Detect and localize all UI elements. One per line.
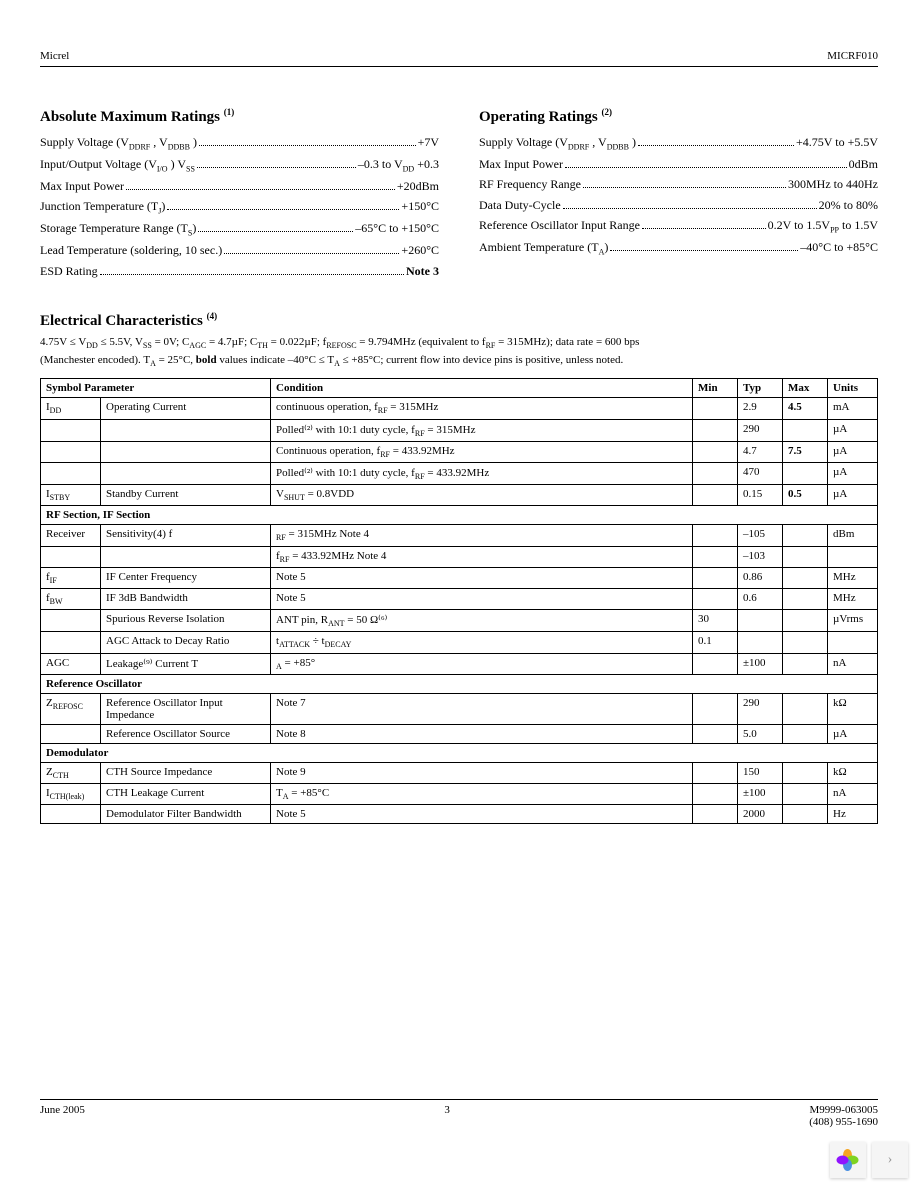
page-footer: June 2005 3 M9999-063005 (408) 955-1690 (40, 1099, 878, 1128)
chevron-right-icon: › (888, 1152, 893, 1168)
abs-max-column: Absolute Maximum Ratings (1) Supply Volt… (40, 107, 439, 281)
table-row: ZCTHCTH Source ImpedanceNote 9150kΩ (41, 762, 878, 783)
table-row: ICTH(leak)CTH Leakage CurrentTA = +85°C±… (41, 783, 878, 804)
footer-page: 3 (444, 1104, 450, 1128)
rating-row: Reference Oscillator Input Range0.2V to … (479, 215, 878, 237)
table-row: fIFIF Center FrequencyNote 50.86MHz (41, 567, 878, 588)
elec-title-text: Electrical Characteristics (40, 313, 203, 329)
rating-row: Ambient Temperature (TA)–40°C to +85°C (479, 237, 878, 259)
table-row: Demodulator Filter BandwidthNote 52000Hz (41, 805, 878, 824)
ratings-columns: Absolute Maximum Ratings (1) Supply Volt… (40, 107, 878, 281)
op-ratings-title-text: Operating Ratings (479, 109, 598, 125)
table-row: Reference Oscillator SourceNote 85.0µA (41, 724, 878, 743)
col-symbol-param: Symbol Parameter (41, 379, 271, 398)
rating-row: Max Input Power0dBm (479, 154, 878, 174)
datasheet-page: Micrel MICRF010 Absolute Maximum Ratings… (0, 0, 918, 1188)
table-row: ZREFOSCReference Oscillator Input Impeda… (41, 693, 878, 724)
abs-max-title: Absolute Maximum Ratings (1) (40, 107, 439, 126)
rating-row: Max Input Power+20dBm (40, 176, 439, 196)
op-ratings-list: Supply Voltage (VDDRF , VDDBB )+4.75V to… (479, 132, 878, 259)
table-row: Polled⁽²⁾ with 10:1 duty cycle, fRF = 43… (41, 463, 878, 485)
elec-note: (4) (207, 311, 218, 321)
op-ratings-title: Operating Ratings (2) (479, 107, 878, 126)
col-min: Min (693, 379, 738, 398)
table-row: ISTBYStandby CurrentVSHUT = 0.8VDD0.150.… (41, 485, 878, 506)
logo-icon (837, 1149, 859, 1171)
col-max: Max (783, 379, 828, 398)
rating-row: RF Frequency Range300MHz to 440Hz (479, 174, 878, 194)
op-ratings-note: (2) (602, 107, 613, 117)
col-typ: Typ (738, 379, 783, 398)
table-row: AGCLeakage⁽⁹⁾ Current TA = +85°±100nA (41, 653, 878, 674)
page-header: Micrel MICRF010 (40, 50, 878, 67)
footer-date: June 2005 (40, 1104, 85, 1128)
rating-row: Data Duty-Cycle20% to 80% (479, 195, 878, 215)
rating-row: Input/Output Voltage (VI/O ) VSS –0.3 to… (40, 154, 439, 176)
next-button[interactable]: › (872, 1142, 908, 1178)
table-header-row: Symbol Parameter Condition Min Typ Max U… (41, 379, 878, 398)
col-condition: Condition (271, 379, 693, 398)
op-ratings-column: Operating Ratings (2) Supply Voltage (VD… (479, 107, 878, 281)
corner-widget: › (830, 1142, 908, 1178)
table-row: Polled⁽²⁾ with 10:1 duty cycle, fRF = 31… (41, 419, 878, 441)
table-row: IDDOperating Currentcontinuous operation… (41, 398, 878, 419)
table-row: ReceiverSensitivity(4) fRF = 315MHz Note… (41, 525, 878, 546)
table-section-row: Reference Oscillator (41, 674, 878, 693)
rating-row: Junction Temperature (TJ)+150°C (40, 196, 439, 218)
table-section-row: Demodulator (41, 743, 878, 762)
abs-max-title-text: Absolute Maximum Ratings (40, 109, 220, 125)
abs-max-list: Supply Voltage (VDDRF , VDDBB )+7VInput/… (40, 132, 439, 281)
logo-button[interactable] (830, 1142, 866, 1178)
table-row: Continuous operation, fRF = 433.92MHz4.7… (41, 441, 878, 462)
header-company: Micrel (40, 50, 69, 62)
header-part: MICRF010 (827, 50, 878, 62)
rating-row: Supply Voltage (VDDRF , VDDBB )+7V (40, 132, 439, 154)
table-row: Spurious Reverse IsolationANT pin, RANT … (41, 610, 878, 632)
abs-max-note: (1) (224, 107, 235, 117)
rating-row: Storage Temperature Range (TS)–65°C to +… (40, 218, 439, 240)
elec-conditions: 4.75V ≤ VDD ≤ 5.5V, VSS = 0V; CAGC = 4.7… (40, 334, 878, 370)
table-section-row: RF Section, IF Section (41, 506, 878, 525)
rating-row: Supply Voltage (VDDRF , VDDBB )+4.75V to… (479, 132, 878, 154)
elec-table: Symbol Parameter Condition Min Typ Max U… (40, 378, 878, 824)
elec-title: Electrical Characteristics (4) (40, 311, 878, 330)
rating-row: ESD RatingNote 3 (40, 261, 439, 281)
table-row: AGC Attack to Decay RatiotATTACK ÷ tDECA… (41, 632, 878, 653)
table-row: fRF = 433.92MHz Note 4–103 (41, 546, 878, 567)
rating-row: Lead Temperature (soldering, 10 sec.)+26… (40, 240, 439, 260)
table-row: fBWIF 3dB BandwidthNote 50.6MHz (41, 588, 878, 609)
footer-right: M9999-063005 (408) 955-1690 (809, 1104, 878, 1128)
col-units: Units (828, 379, 878, 398)
